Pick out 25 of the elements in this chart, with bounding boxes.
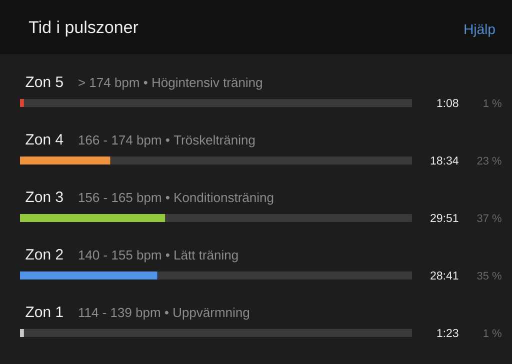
y-tick-label: Zon 4 bbox=[26, 134, 64, 145]
bar bbox=[20, 99, 24, 107]
y-tick-label: Zon 5 bbox=[26, 76, 63, 88]
annotation: 166 - 174 bpm • Tröskelträning bbox=[78, 135, 255, 148]
text: Hjälp bbox=[464, 24, 495, 37]
data-label: 37 % bbox=[477, 214, 502, 222]
data-label: 23 % bbox=[477, 156, 502, 165]
data-label: 1 % bbox=[484, 329, 502, 338]
y-tick-label: Zon 1 bbox=[26, 306, 63, 318]
y-tick-label: Zon 2 bbox=[26, 249, 63, 260]
text: 1:08 bbox=[437, 98, 458, 108]
y-tick-label: Zon 3 bbox=[26, 192, 63, 202]
text: 28:41 bbox=[430, 271, 458, 280]
annotation: 140 - 155 bpm • Lätt träning bbox=[78, 250, 238, 262]
data-label: 1 % bbox=[484, 99, 502, 108]
annotation: > 174 bpm • Högintensiv träning bbox=[78, 78, 262, 90]
chart-title: Tid i pulszoner bbox=[28, 20, 138, 37]
annotation: 156 - 165 bpm • Konditionsträning bbox=[78, 192, 274, 205]
text: 1:23 bbox=[437, 328, 458, 338]
text: 29:51 bbox=[430, 214, 458, 222]
text: 18:34 bbox=[430, 156, 458, 165]
data-label: 35 % bbox=[477, 272, 502, 280]
annotation: 114 - 139 bpm • Uppvärmning bbox=[78, 308, 250, 320]
bar bbox=[20, 328, 24, 337]
bar bbox=[20, 156, 110, 164]
